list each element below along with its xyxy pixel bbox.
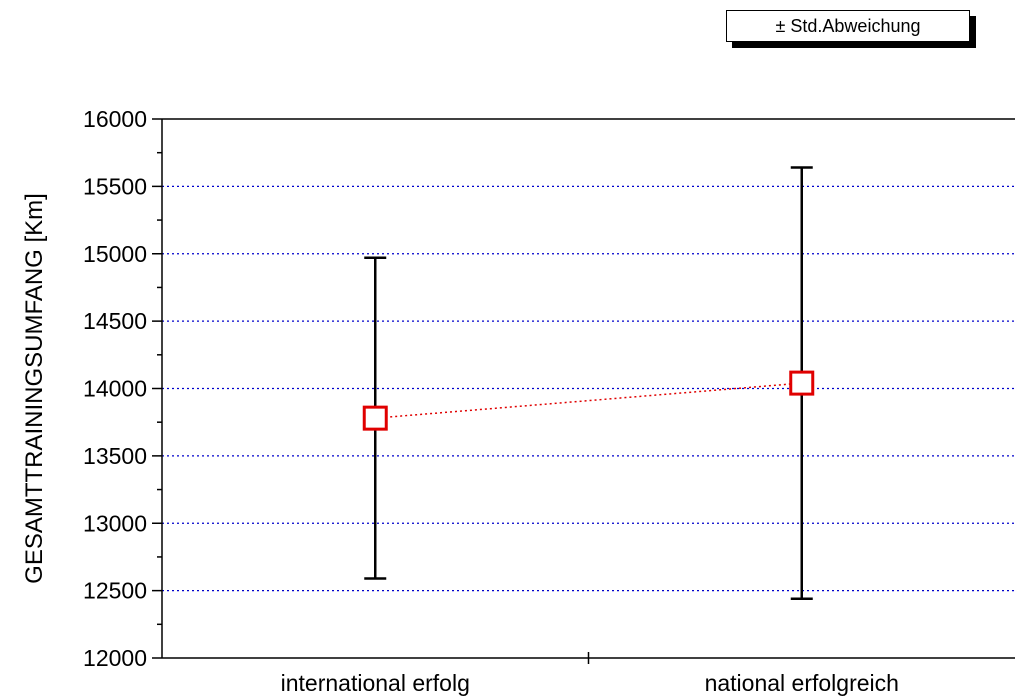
y-tick-label: 16000: [83, 106, 147, 132]
mean-connector-line: [375, 382, 802, 419]
y-tick-label: 15000: [83, 241, 147, 267]
y-tick-label: 12500: [83, 578, 147, 604]
y-tick-label: 15500: [83, 173, 147, 199]
legend-box: ± Std.Abweichung: [726, 10, 970, 42]
mean-marker: [789, 370, 815, 396]
y-tick-label: 14500: [83, 308, 147, 334]
y-tick-label: 13500: [83, 443, 147, 469]
y-axis-label: GESAMTTRAININGSUMFANG [Km]: [21, 193, 48, 584]
x-tick-label: international erfolg: [281, 670, 470, 696]
mean-marker: [362, 405, 388, 431]
y-tick-label: 13000: [83, 510, 147, 536]
y-tick-label: 12000: [83, 645, 147, 671]
legend-label: ± Std.Abweichung: [775, 15, 921, 36]
y-tick-label: 14000: [83, 376, 147, 402]
x-tick-label: national erfolgreich: [705, 670, 899, 696]
